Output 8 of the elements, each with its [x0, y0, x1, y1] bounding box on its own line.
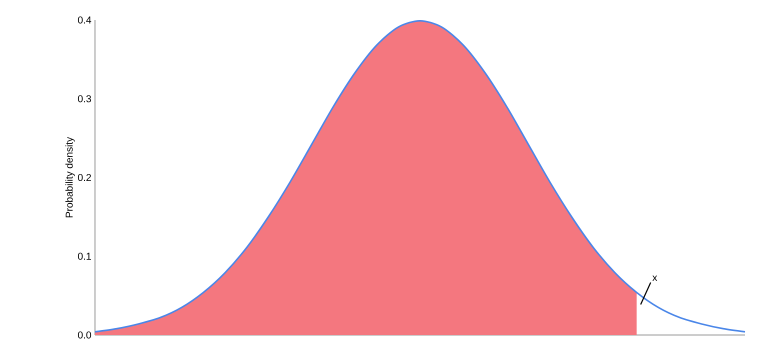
y-tick-label: 0.2	[78, 174, 91, 182]
y-tick-label: 0.0	[78, 331, 92, 339]
y-axis-title: Probability density	[65, 136, 75, 218]
y-tick-label: 0.1	[78, 252, 91, 260]
y-tick-label: 0.4	[78, 16, 92, 24]
y-tick-label: 0.3	[78, 95, 92, 102]
line-series	[94, 20, 746, 333]
annotation: x	[652, 276, 658, 281]
